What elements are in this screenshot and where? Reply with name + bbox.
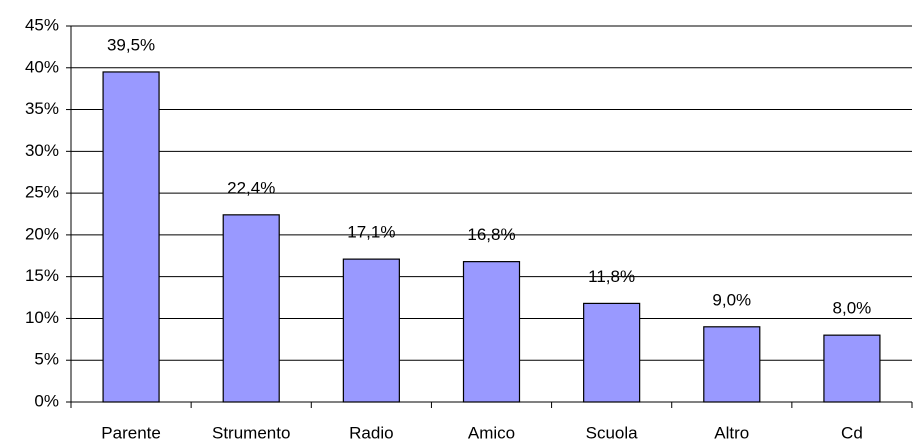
data-label: 9,0%: [712, 290, 751, 309]
bar: [222, 214, 280, 403]
bar: [583, 302, 641, 403]
y-tick-label: 30%: [25, 141, 59, 160]
data-label: 22,4%: [227, 178, 275, 197]
bar: [703, 326, 761, 403]
data-label: 11,8%: [588, 267, 635, 286]
data-label: 16,8%: [467, 225, 515, 244]
y-tick-label: 0%: [34, 391, 59, 410]
y-tick-label: 15%: [25, 266, 59, 285]
x-tick-label: Radio: [349, 423, 393, 441]
x-tick-label: Amico: [468, 423, 515, 441]
data-label: 8,0%: [833, 299, 872, 318]
bar: [823, 334, 881, 403]
x-tick-label: Parente: [101, 423, 161, 441]
x-tick-label: Altro: [714, 423, 749, 441]
y-tick-label: 35%: [25, 99, 59, 118]
bar: [462, 261, 521, 403]
y-tick-label: 40%: [25, 57, 59, 76]
bar: [342, 258, 400, 403]
y-tick-label: 25%: [25, 183, 59, 202]
y-tick-label: 45%: [25, 15, 59, 34]
x-tick-label: Strumento: [212, 423, 290, 441]
x-tick-label: Cd: [841, 423, 863, 441]
y-tick-label: 5%: [34, 350, 59, 369]
x-tick-label: Scuola: [586, 423, 639, 441]
data-label: 17,1%: [347, 223, 395, 242]
bar: [102, 71, 160, 403]
y-tick-label: 20%: [25, 224, 59, 243]
data-label: 39,5%: [107, 35, 155, 54]
y-tick-label: 10%: [25, 308, 59, 327]
